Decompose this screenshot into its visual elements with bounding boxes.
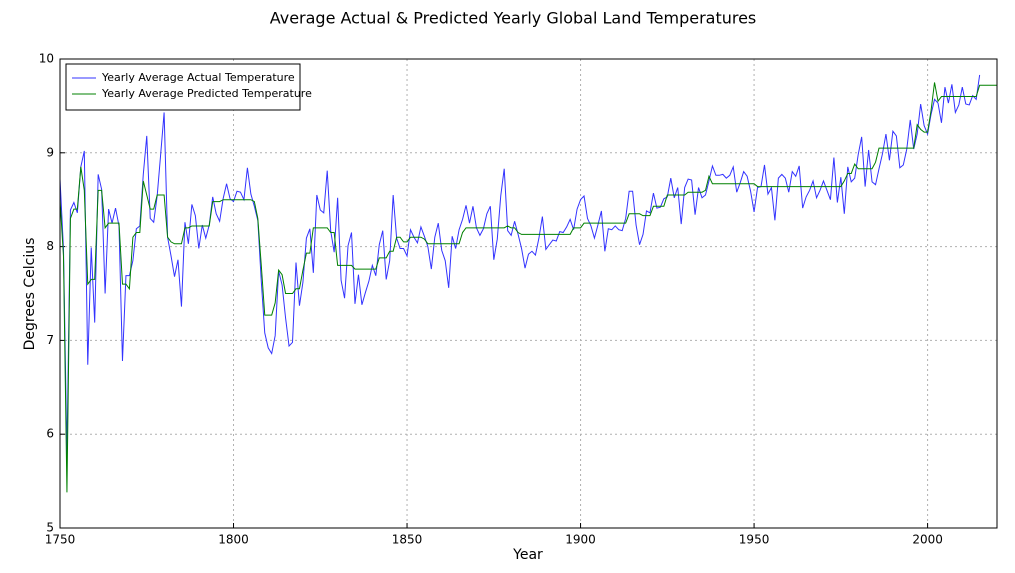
y-tick-label: 8 xyxy=(46,239,54,253)
x-tick-label: 1850 xyxy=(392,533,423,547)
chart-title: Average Actual & Predicted Yearly Global… xyxy=(270,9,757,28)
x-tick-label: 1750 xyxy=(45,533,76,547)
legend: Yearly Average Actual Temperature Yearly … xyxy=(65,63,312,111)
data-line xyxy=(59,82,997,493)
y-tick-label: 9 xyxy=(46,145,54,159)
plot-frame xyxy=(59,58,998,529)
legend-label: Yearly Average Predicted Temperature xyxy=(101,87,312,100)
legend-label: Yearly Average Actual Temperature xyxy=(101,71,295,84)
x-tick-label: 1800 xyxy=(218,533,249,547)
y-tick-label: 5 xyxy=(46,521,54,535)
y-tick-label: 6 xyxy=(46,427,54,441)
y-axis-label: Degrees Celcius xyxy=(22,238,38,351)
x-axis-label: Year xyxy=(512,547,543,563)
data-line xyxy=(59,74,981,455)
x-tick-label: 2000 xyxy=(912,533,943,547)
legend-box xyxy=(65,63,301,111)
y-tick-label: 7 xyxy=(46,333,54,347)
x-tick-label: 1900 xyxy=(565,533,596,547)
x-tick-label: 1950 xyxy=(739,533,770,547)
y-tick-label: 10 xyxy=(39,52,54,66)
